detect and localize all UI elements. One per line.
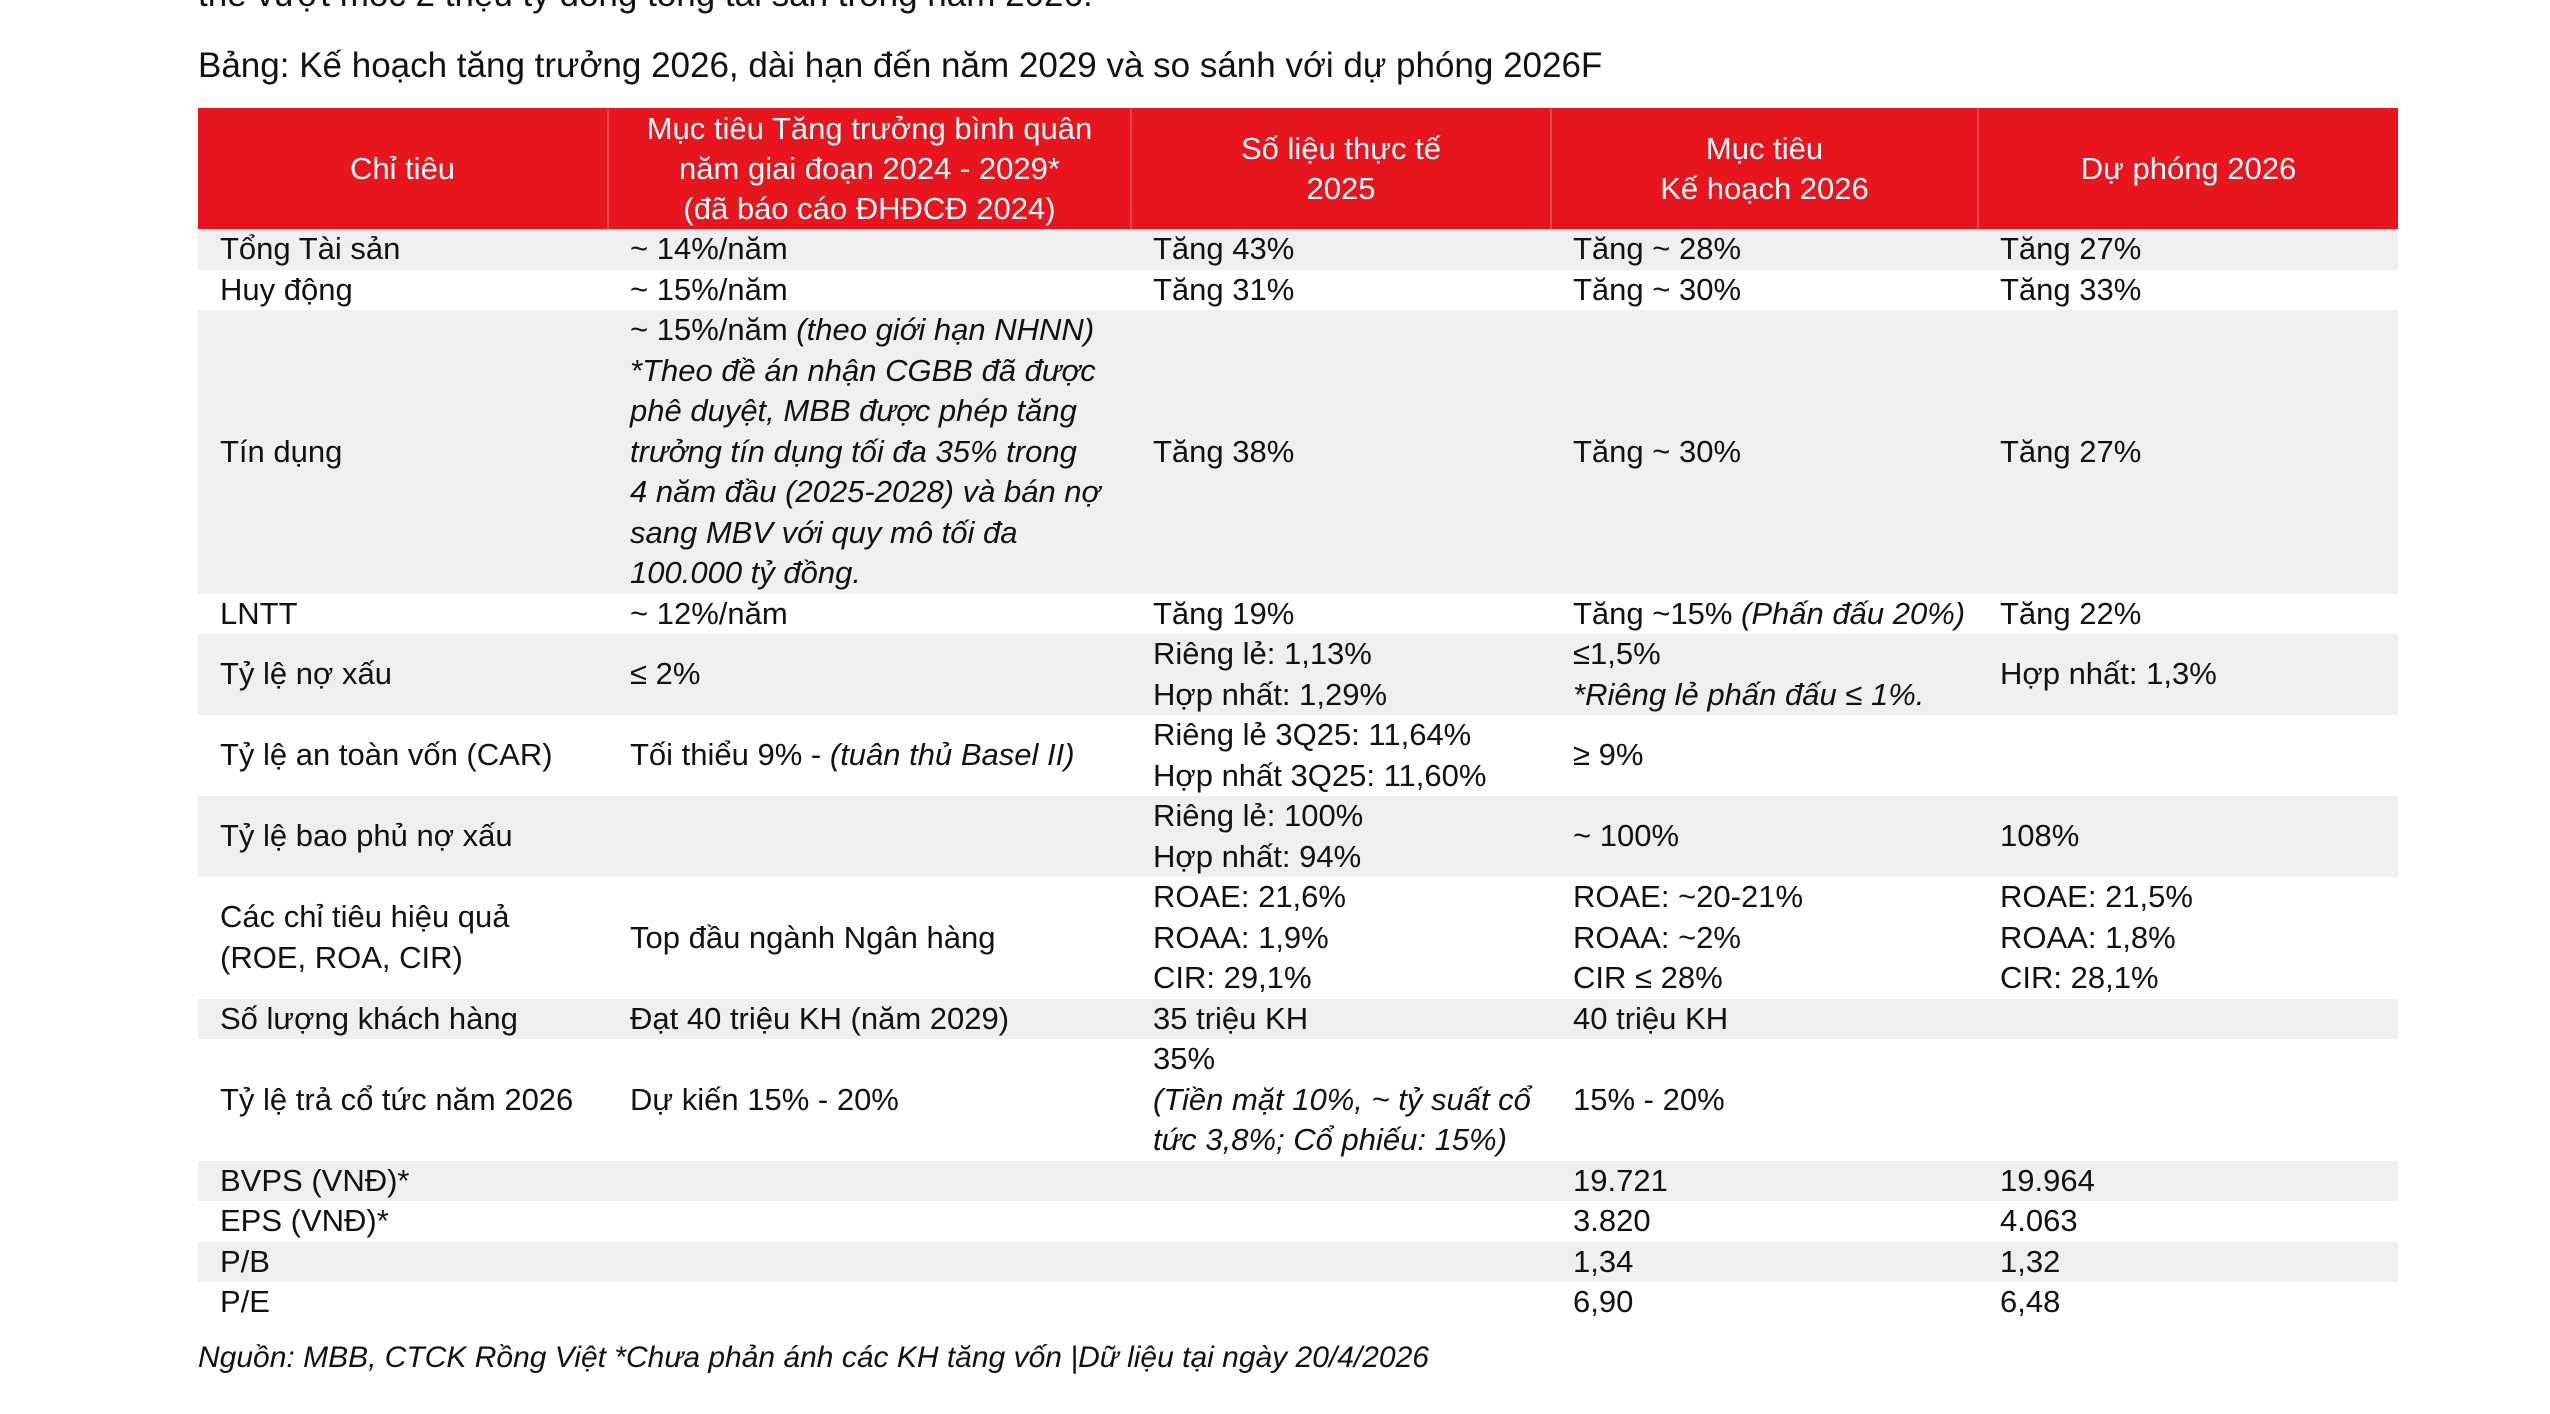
row-label: P/B bbox=[198, 1241, 608, 1282]
row-label: Huy động bbox=[220, 271, 353, 307]
row-label: Tỷ lệ an toàn vốn (CAR) bbox=[220, 737, 553, 773]
row-label: P/E bbox=[220, 1284, 270, 1319]
table-row: Tỷ lệ nợ xấu ≤ 2% Riêng lẻ: 1,13% Hợp nh… bbox=[198, 634, 2398, 715]
table-row: EPS (VNĐ)* 3.820 4.063 bbox=[198, 1201, 2398, 1242]
row-target: ≤ 2% bbox=[608, 634, 1131, 715]
row-forecast: 6,48 bbox=[2000, 1284, 2061, 1319]
row-actual bbox=[1131, 1160, 1551, 1201]
row-actual: 35% (Tiền mặt 10%, ~ tỷ suất cổ tức 3,8%… bbox=[1153, 1041, 1531, 1157]
row-target: ~ 15%/năm bbox=[630, 271, 788, 307]
row-plan: 1,34 bbox=[1551, 1241, 1978, 1282]
row-actual: Riêng lẻ: 100% Hợp nhất: 94% bbox=[1131, 796, 1551, 877]
row-forecast: Tăng 22% bbox=[2000, 595, 2142, 631]
intro-paragraph: thể vượt mốc 2 triệu tỷ đồng tổng tài sả… bbox=[198, 0, 1093, 16]
row-label: Tỷ lệ trả cổ tức năm 2026 bbox=[220, 1081, 574, 1117]
growth-plan-table: Chỉ tiêu Mục tiêu Tăng trưởng bình quân … bbox=[198, 108, 2398, 1323]
header-actual-2025: Số liệu thực tế 2025 bbox=[1130, 108, 1551, 229]
row-label: Tỷ lệ nợ xấu bbox=[198, 634, 608, 715]
header-indicator: Chỉ tiêu bbox=[198, 108, 608, 229]
table-row: P/E 6,90 6,48 bbox=[198, 1282, 2398, 1323]
row-actual bbox=[1131, 1282, 1551, 1323]
row-forecast: Tăng 27% bbox=[1978, 310, 2398, 594]
row-target: ~ 12%/năm bbox=[630, 595, 788, 631]
row-actual: Tăng 31% bbox=[1153, 271, 1295, 307]
row-target: ~ 14%/năm bbox=[608, 229, 1131, 270]
table-row: Tỷ lệ an toàn vốn (CAR) Tối thiểu 9% - (… bbox=[198, 715, 2398, 796]
row-target: Dự kiến 15% - 20% bbox=[630, 1081, 899, 1117]
row-label: Tổng Tài sản bbox=[198, 229, 608, 270]
row-target: Top đầu ngành Ngân hàng bbox=[630, 919, 996, 955]
table-row: Tổng Tài sản ~ 14%/năm Tăng 43% Tăng ~ 2… bbox=[198, 229, 2398, 270]
table-row: Số lượng khách hàng Đạt 40 triệu KH (năm… bbox=[198, 998, 2398, 1039]
row-actual: 35 triệu KH bbox=[1131, 998, 1551, 1039]
row-label: EPS (VNĐ)* bbox=[220, 1203, 389, 1238]
table-caption: Bảng: Kế hoạch tăng trưởng 2026, dài hạn… bbox=[198, 46, 1603, 85]
row-actual bbox=[1131, 1201, 1551, 1242]
table-row: BVPS (VNĐ)* 19.721 19.964 bbox=[198, 1160, 2398, 1201]
row-plan: 40 triệu KH bbox=[1551, 998, 1978, 1039]
row-plan: Tăng ~ 28% bbox=[1551, 229, 1978, 270]
row-plan: 3.820 bbox=[1573, 1203, 1651, 1238]
row-forecast: 4.063 bbox=[2000, 1203, 2078, 1238]
row-plan: ≥ 9% bbox=[1573, 737, 1644, 773]
row-actual bbox=[1131, 1241, 1551, 1282]
row-forecast bbox=[1978, 998, 2398, 1039]
row-forecast: Tăng 27% bbox=[1978, 229, 2398, 270]
row-plan: 19.721 bbox=[1551, 1160, 1978, 1201]
row-forecast: 108% bbox=[1978, 796, 2398, 877]
table-row: Các chỉ tiêu hiệu quả (ROE, ROA, CIR) To… bbox=[198, 877, 2398, 999]
row-plan: ~ 100% bbox=[1551, 796, 1978, 877]
table-row: Tỷ lệ trả cổ tức năm 2026 Dự kiến 15% - … bbox=[198, 1039, 2398, 1161]
row-target bbox=[608, 1241, 1131, 1282]
table-header-row: Chỉ tiêu Mục tiêu Tăng trưởng bình quân … bbox=[198, 108, 2398, 229]
row-forecast bbox=[1978, 715, 2398, 796]
table-row: Huy động ~ 15%/năm Tăng 31% Tăng ~ 30% T… bbox=[198, 270, 2398, 311]
row-plan: Tăng ~15% (Phấn đấu 20%) bbox=[1573, 595, 1966, 631]
row-forecast: Tăng 33% bbox=[2000, 271, 2142, 307]
row-actual: Riêng lẻ 3Q25: 11,64% Hợp nhất 3Q25: 11,… bbox=[1153, 717, 1487, 793]
source-note: Nguồn: MBB, CTCK Rồng Việt *Chưa phản án… bbox=[198, 1341, 1429, 1374]
row-target bbox=[608, 1201, 1131, 1242]
row-target: Đạt 40 triệu KH (năm 2029) bbox=[608, 998, 1131, 1039]
header-plan-2026: Mục tiêu Kế hoạch 2026 bbox=[1550, 108, 1978, 229]
row-actual: Riêng lẻ: 1,13% Hợp nhất: 1,29% bbox=[1131, 634, 1551, 715]
row-forecast bbox=[1978, 1039, 2398, 1161]
row-actual: Tăng 38% bbox=[1131, 310, 1551, 594]
row-plan: 6,90 bbox=[1573, 1284, 1634, 1319]
row-target: Tối thiểu 9% - (tuân thủ Basel II) bbox=[630, 737, 1075, 773]
row-actual: ROAE: 21,6% ROAA: 1,9% CIR: 29,1% bbox=[1153, 879, 1346, 995]
row-forecast: 19.964 bbox=[1978, 1160, 2398, 1201]
row-plan: Tăng ~ 30% bbox=[1573, 271, 1742, 307]
row-plan: ≤1,5% *Riêng lẻ phấn đấu ≤ 1%. bbox=[1551, 634, 1978, 715]
table-row: LNTT ~ 12%/năm Tăng 19% Tăng ~15% (Phấn … bbox=[198, 594, 2398, 635]
row-plan: ROAE: ~20-21% ROAA: ~2% CIR ≤ 28% bbox=[1573, 879, 1804, 995]
row-plan: 15% - 20% bbox=[1573, 1081, 1725, 1117]
row-actual: Tăng 43% bbox=[1131, 229, 1551, 270]
header-target-2024-2029: Mục tiêu Tăng trưởng bình quân năm giai … bbox=[607, 108, 1131, 229]
row-target bbox=[608, 1282, 1131, 1323]
table-row: P/B 1,34 1,32 bbox=[198, 1241, 2398, 1282]
row-target: ~ 15%/năm (theo giới hạn NHNN) *Theo đề … bbox=[608, 310, 1131, 594]
row-label: Tín dụng bbox=[198, 310, 608, 594]
row-forecast: Hợp nhất: 1,3% bbox=[1978, 634, 2398, 715]
table-row: Tín dụng ~ 15%/năm (theo giới hạn NHNN) … bbox=[198, 310, 2398, 594]
row-label: Số lượng khách hàng bbox=[198, 998, 608, 1039]
row-label: Tỷ lệ bao phủ nợ xấu bbox=[198, 796, 608, 877]
header-forecast-2026: Dự phóng 2026 bbox=[1977, 108, 2398, 229]
row-target bbox=[608, 796, 1131, 877]
row-plan: Tăng ~ 30% bbox=[1551, 310, 1978, 594]
row-forecast: ROAE: 21,5% ROAA: 1,8% CIR: 28,1% bbox=[2000, 879, 2193, 995]
row-label: BVPS (VNĐ)* bbox=[198, 1160, 608, 1201]
table-row: Tỷ lệ bao phủ nợ xấu Riêng lẻ: 100% Hợp … bbox=[198, 796, 2398, 877]
row-label: Các chỉ tiêu hiệu quả (ROE, ROA, CIR) bbox=[220, 899, 510, 975]
row-target bbox=[608, 1160, 1131, 1201]
row-forecast: 1,32 bbox=[1978, 1241, 2398, 1282]
row-label: LNTT bbox=[220, 595, 298, 631]
row-actual: Tăng 19% bbox=[1153, 595, 1295, 631]
